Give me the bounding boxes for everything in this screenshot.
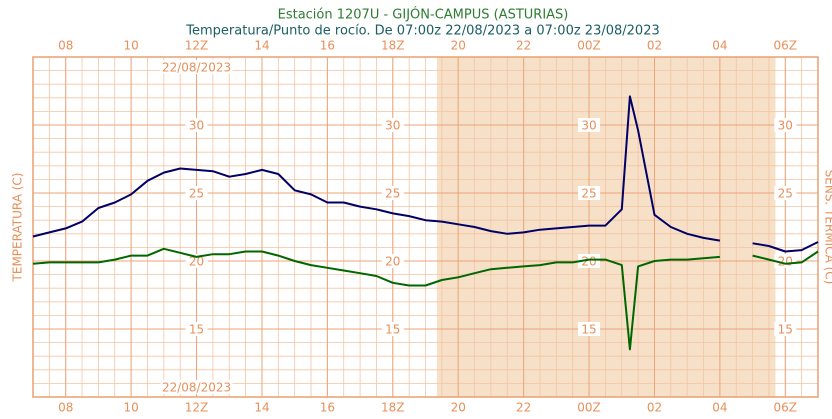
y-tick-label: 25 <box>778 187 793 201</box>
plot-frame <box>32 56 819 398</box>
x-tick-label: 02 <box>647 39 662 53</box>
date-label: 22/08/2023 <box>162 61 231 75</box>
y-tick-label: 20 <box>581 255 596 269</box>
y-tick-label: 15 <box>385 323 400 337</box>
y-tick-label: 25 <box>189 187 204 201</box>
y-tick-label: 15 <box>581 323 596 337</box>
label-bg <box>774 186 797 200</box>
chart-title: Estación 1207U - GIJÓN-CAMPUS (ASTURIAS) <box>278 7 569 23</box>
y-tick-label: 30 <box>385 119 400 133</box>
y-tick-label: 20 <box>778 255 793 269</box>
y-tick-label: 20 <box>385 255 400 269</box>
chart-subtitle: Temperatura/Punto de rocío. De 07:00z 22… <box>185 24 659 39</box>
label-bg <box>160 60 233 74</box>
y2-axis-label: SENS. TÉRMICA (C) <box>823 170 832 285</box>
x-tick-label: 22 <box>516 401 531 415</box>
label-bg <box>185 186 208 200</box>
x-tick-label: 16 <box>320 401 335 415</box>
label-bg <box>578 322 601 336</box>
x-tick-label: 18Z <box>381 401 405 415</box>
x-tick-label: 08 <box>58 401 73 415</box>
x-tick-label: 16 <box>320 39 335 53</box>
y-tick-label: 30 <box>581 119 596 133</box>
label-bg <box>578 118 601 132</box>
x-tick-label: 04 <box>712 39 727 53</box>
x-tick-label: 00Z <box>577 401 601 415</box>
y-tick-label: 30 <box>189 119 204 133</box>
x-tick-label: 06Z <box>774 39 798 53</box>
label-bg <box>381 254 404 268</box>
y-tick-label: 15 <box>778 323 793 337</box>
x-tick-label: 08 <box>58 39 73 53</box>
x-tick-label: 06Z <box>774 401 798 415</box>
label-bg <box>381 322 404 336</box>
x-tick-label: 10 <box>123 39 138 53</box>
y-tick-label: 30 <box>778 119 793 133</box>
x-tick-label: 18Z <box>381 39 405 53</box>
y-tick-label: 20 <box>189 255 204 269</box>
y-tick-label: 15 <box>189 323 204 337</box>
label-bg <box>185 118 208 132</box>
x-tick-label: 22 <box>516 39 531 53</box>
label-bg <box>160 380 233 394</box>
y-axis-label: TEMPERATURA (C) <box>11 173 25 283</box>
series-line <box>32 247 819 351</box>
y-tick-label: 25 <box>385 187 400 201</box>
x-tick-label: 02 <box>647 401 662 415</box>
x-tick-label: 12Z <box>185 39 209 53</box>
label-bg <box>774 118 797 132</box>
x-tick-label: 04 <box>712 401 727 415</box>
label-bg <box>774 254 797 268</box>
date-label: 22/08/2023 <box>162 381 231 395</box>
label-bg <box>774 322 797 336</box>
x-tick-label: 14 <box>254 39 269 53</box>
series-line <box>32 95 819 253</box>
label-bg <box>381 186 404 200</box>
label-bg <box>381 118 404 132</box>
x-tick-label: 14 <box>254 401 269 415</box>
x-tick-label: 12Z <box>185 401 209 415</box>
label-bg <box>185 322 208 336</box>
x-tick-label: 20 <box>451 39 466 53</box>
x-tick-label: 10 <box>123 401 138 415</box>
label-bg <box>185 254 208 268</box>
label-bg <box>578 186 601 200</box>
night-shade <box>436 57 776 397</box>
x-tick-label: 20 <box>451 401 466 415</box>
y-tick-label: 25 <box>581 187 596 201</box>
label-bg <box>578 254 601 268</box>
x-tick-label: 00Z <box>577 39 601 53</box>
